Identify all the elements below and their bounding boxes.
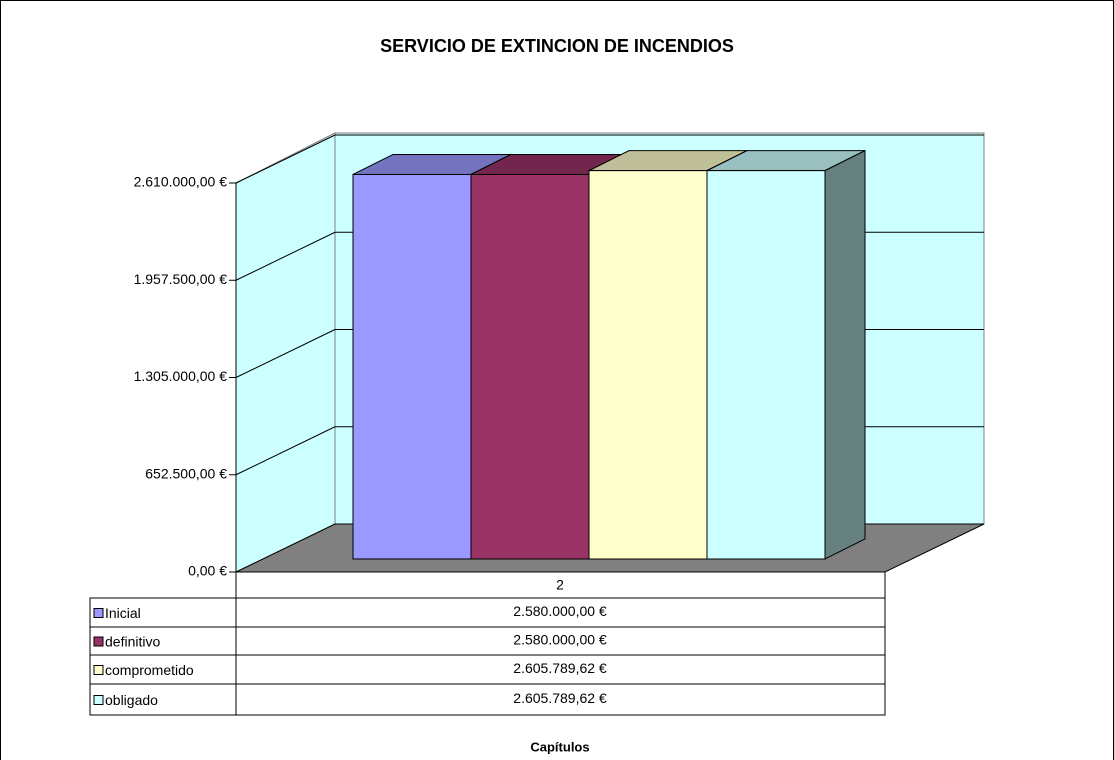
table-label-cell [89,683,237,716]
legend-key [93,695,104,705]
x-axis-title: Capítulos [530,739,589,754]
legend-key [93,636,104,647]
y-tick-label: 0,00 € [188,563,227,579]
grid-line [235,329,336,378]
y-tick-label: 2.610.000,00 € [134,174,228,190]
table-value-cell [235,597,886,628]
table-label-cell [89,626,237,656]
bar [706,170,826,560]
table-value: 2.605.789,62 € [513,690,607,706]
bar-side [824,149,866,560]
grid-line [235,134,336,184]
table-value-cell [235,683,886,716]
side-wall [235,132,336,573]
grid-line [235,231,336,281]
chart-title: SERVICIO DE EXTINCION DE INCENDIOS [380,36,734,56]
table-label-cell [89,654,237,685]
bar [588,170,708,560]
table-value-cell [235,654,886,685]
table-value: 2.580.000,00 € [513,603,607,619]
legend-key [93,665,104,675]
table-value: 2.580.000,00 € [513,632,607,648]
legend-label: Inicial [105,605,141,621]
y-tick-label: 1.305.000,00 € [134,368,228,384]
bar [470,173,590,560]
category-label: 2 [556,577,564,593]
legend-label: definitivo [105,634,160,650]
bar [352,173,472,560]
legend-label: obligado [105,692,158,708]
table-header [235,571,886,599]
table-value-cell [235,626,886,656]
y-tick-label: 652.500,00 € [145,465,227,481]
y-tick-label: 1.957.500,00 € [134,271,228,287]
legend-label: comprometido [105,662,194,678]
table-value: 2.605.789,62 € [513,660,607,676]
legend-key [93,608,104,618]
grid-line [235,426,336,476]
